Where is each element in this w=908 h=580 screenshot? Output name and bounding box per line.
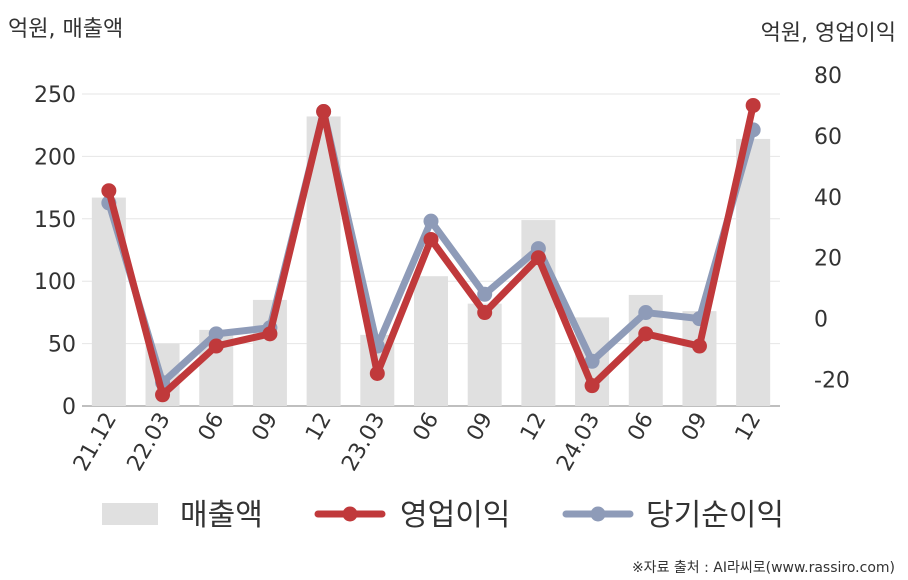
legend-label: 당기순이익: [646, 498, 784, 533]
left-tick-label: 0: [62, 395, 76, 420]
left-axis-unit: 억원, 매출액: [8, 17, 123, 42]
x-axis-ticks: 21.12 22.03 06 09 12 23.03 06 09 12 24.03 06 09 12: [69, 409, 766, 476]
source-note: ※자료 출처 : AI라씨로(www.rassiro.com): [632, 560, 895, 576]
right-tick-label: 20: [814, 247, 842, 272]
x-tick-label: 09: [677, 409, 713, 446]
left-tick-label: 250: [34, 83, 76, 108]
data-point: [584, 353, 600, 369]
bar: [467, 303, 502, 406]
data-point: [369, 365, 385, 381]
data-point: [745, 97, 761, 113]
data-point: [316, 104, 332, 120]
x-tick-label: 23.03: [337, 409, 390, 476]
right-tick-label: 40: [814, 186, 842, 211]
bar: [682, 311, 717, 406]
legend: 매출액 영업이익 당기순이익: [102, 498, 784, 533]
data-point: [208, 326, 224, 342]
data-point: [477, 286, 493, 302]
data-point: [477, 305, 493, 321]
right-tick-label: 0: [814, 308, 828, 333]
right-axis-unit: 억원, 영업이익: [761, 21, 896, 46]
x-tick-label: 12: [516, 409, 552, 446]
left-axis-ticks: 0 50 100 150 200 250: [34, 83, 76, 420]
bar: [414, 276, 448, 406]
legend-swatch-bar: [102, 503, 158, 525]
x-tick-label: 06: [623, 409, 659, 446]
line-series: [101, 97, 761, 403]
x-tick-label: 06: [194, 409, 230, 446]
right-tick-label: 60: [814, 125, 842, 150]
left-tick-label: 50: [48, 333, 76, 358]
data-point: [208, 338, 224, 354]
x-tick-label: 06: [409, 409, 445, 446]
right-tick-label: -20: [814, 369, 850, 394]
data-point: [638, 305, 654, 321]
data-point: [638, 326, 654, 342]
left-tick-label: 100: [34, 270, 76, 295]
legend-label: 영업이익: [400, 498, 510, 533]
x-tick-label: 12: [301, 409, 337, 446]
data-point: [423, 213, 439, 229]
x-tick-label: 21.12: [69, 409, 122, 476]
bar: [736, 138, 771, 407]
left-tick-label: 150: [34, 208, 76, 233]
data-point: [530, 250, 546, 266]
right-tick-label: 80: [814, 64, 842, 89]
legend-swatch-marker: [590, 506, 606, 522]
right-axis-ticks: -20 0 20 40 60 80: [814, 64, 850, 394]
data-point: [423, 231, 439, 247]
data-point: [691, 338, 707, 354]
left-tick-label: 200: [34, 145, 76, 170]
data-point: [155, 387, 171, 403]
x-tick-label: 12: [731, 409, 767, 446]
x-tick-label: 09: [247, 409, 283, 446]
data-point: [584, 378, 600, 394]
x-tick-label: 24.03: [552, 409, 605, 476]
x-tick-label: 22.03: [123, 409, 176, 476]
legend-swatch-marker: [342, 506, 358, 522]
data-point: [262, 326, 278, 342]
x-tick-label: 09: [462, 409, 498, 446]
legend-label: 매출액: [180, 498, 263, 533]
data-point: [101, 183, 117, 199]
